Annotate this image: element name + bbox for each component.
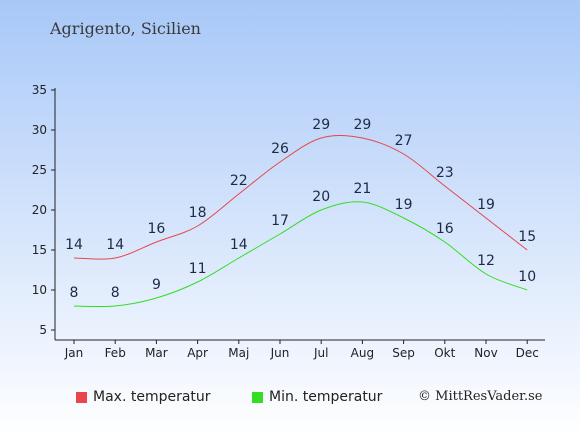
x-tick-label: Jan [64,346,84,360]
y-tick-label: 5 [39,323,47,337]
data-label-min: 17 [271,213,289,229]
legend-swatch-max [76,391,87,403]
x-tick-label: Apr [187,346,208,360]
data-label-min: 20 [312,189,330,205]
y-tick-label: 20 [32,203,47,217]
data-label-max: 16 [147,221,165,237]
legend-item-max: Max. temperatur [76,389,211,405]
data-label-max: 14 [65,237,83,253]
legend-label-min: Min. temperatur [269,389,383,405]
chart-title: Agrigento, Sicilien [50,19,201,38]
data-label-min: 16 [436,221,454,237]
legend-label-max: Max. temperatur [93,389,211,405]
data-label-min: 8 [111,285,120,301]
x-tick-label: Aug [351,346,374,360]
data-label-min: 11 [189,261,207,277]
data-label-max: 29 [312,117,330,133]
legend-swatch-min [252,391,263,403]
data-label-min: 21 [353,181,371,197]
data-label-max: 27 [395,133,413,149]
x-tick-label: Mar [145,346,168,360]
data-label-min: 19 [395,197,413,213]
axes: 5 10 15 20 25 30 35 Jan Feb Mar Apr Maj Jun Jul Aug Sep… [32,83,545,360]
y-tick-label: 35 [32,83,47,97]
y-tick-label: 10 [32,283,47,297]
data-label-min: 9 [152,277,161,293]
data-label-max: 14 [106,237,124,253]
x-tick-label: Maj [228,346,249,360]
y-tick-label: 30 [32,123,47,137]
x-tick-label: Jul [313,346,328,360]
data-label-min: 10 [518,269,536,285]
series-line-max [73,134,528,260]
data-label-min: 8 [70,285,79,301]
data-label-max: 18 [189,205,207,221]
data-label-max: 19 [477,197,495,213]
legend-item-min: Min. temperatur [252,389,382,405]
x-tick-label: Dec [516,346,539,360]
data-label-min: 12 [477,253,495,269]
data-label-max: 29 [353,117,371,133]
data-label-max: 15 [518,229,536,245]
data-label-max: 23 [436,165,454,181]
data-labels: 14 14 16 18 22 26 29 29 27 23 19 15 8 8 9 11 14 17 20 21 19 1… [65,117,536,301]
y-tick-label: 15 [32,243,47,257]
series-line-min [73,201,528,308]
series-layer [73,134,528,308]
data-label-max: 22 [230,173,248,189]
x-tick-label: Feb [105,346,126,360]
x-tick-label: Nov [474,346,497,360]
x-tick-label: Jun [270,346,290,360]
x-tick-label: Sep [392,346,415,360]
data-label-min: 14 [230,237,248,253]
x-tick-label: Okt [434,346,455,360]
credit-text: © MittResVader.se [418,389,543,404]
data-label-max: 26 [271,141,289,157]
y-tick-label: 25 [32,163,47,177]
